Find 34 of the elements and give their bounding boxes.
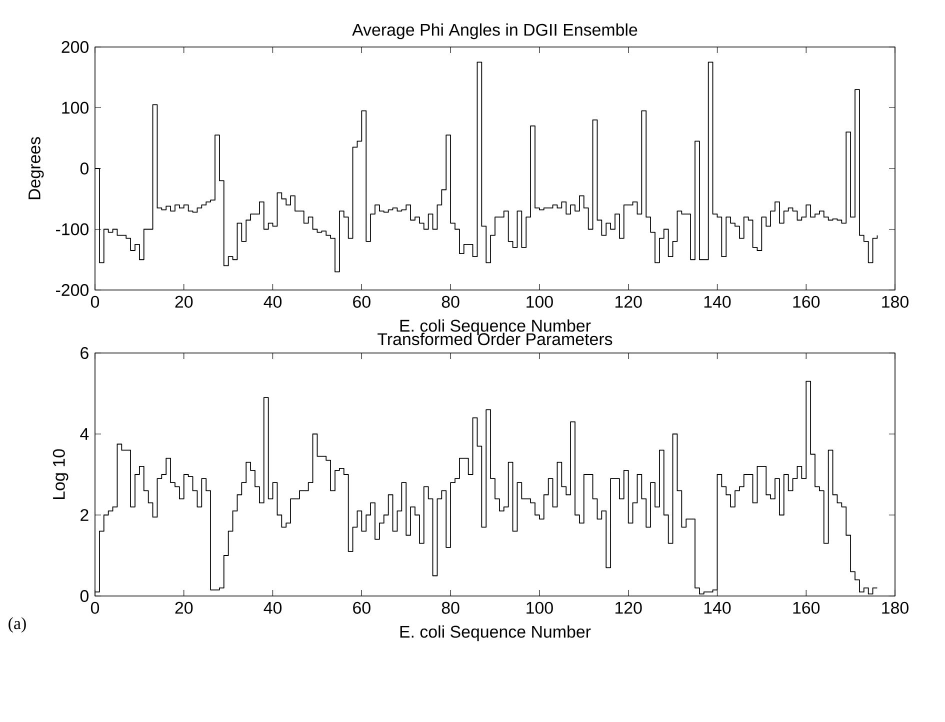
x-tick-label: 80 (442, 296, 460, 308)
x-axis-title: E. coli Sequence Number (400, 625, 591, 642)
x-tick-label: 140 (704, 602, 731, 614)
x-tick-label: 100 (526, 296, 553, 308)
x-tick-label: 120 (616, 296, 642, 308)
x-tick-label: 120 (616, 602, 642, 614)
x-tick-label: 20 (175, 296, 193, 308)
x-tick-label: 140 (704, 296, 731, 308)
y-tick-label: 100 (62, 102, 88, 114)
y-tick-label: 200 (62, 40, 88, 53)
y-tick-label: 2 (80, 509, 88, 521)
x-tick-label: 60 (353, 296, 370, 308)
y-tick-label: -200 (56, 284, 88, 296)
text: (a) (8, 617, 26, 633)
x-tick-label: 20 (175, 602, 193, 614)
x-tick-label: 100 (526, 602, 553, 614)
x-tick-label: 0 (90, 296, 100, 308)
y-tick-label: 0 (80, 162, 89, 174)
x-tick-label: 0 (90, 602, 100, 614)
chart-title: Average Phi Angles in DGII Ensemble (352, 23, 638, 40)
x-tick-label: 160 (793, 296, 820, 308)
y-tick-label: -100 (56, 223, 88, 236)
x-tick-label: 180 (882, 296, 908, 308)
x-tick-label: 60 (353, 602, 370, 614)
y-tick-label: 0 (80, 590, 89, 602)
y-tick-label: 6 (80, 347, 88, 360)
x-tick-label: 40 (264, 602, 282, 614)
y-axis-title: Degrees (28, 137, 44, 200)
y-axis-title: Log 10 (52, 449, 68, 500)
x-tick-label: 160 (793, 602, 820, 614)
x-tick-label: 40 (264, 296, 282, 308)
x-tick-label: 180 (882, 602, 908, 614)
x-tick-label: 80 (442, 602, 460, 614)
y-tick-label: 4 (80, 428, 89, 440)
